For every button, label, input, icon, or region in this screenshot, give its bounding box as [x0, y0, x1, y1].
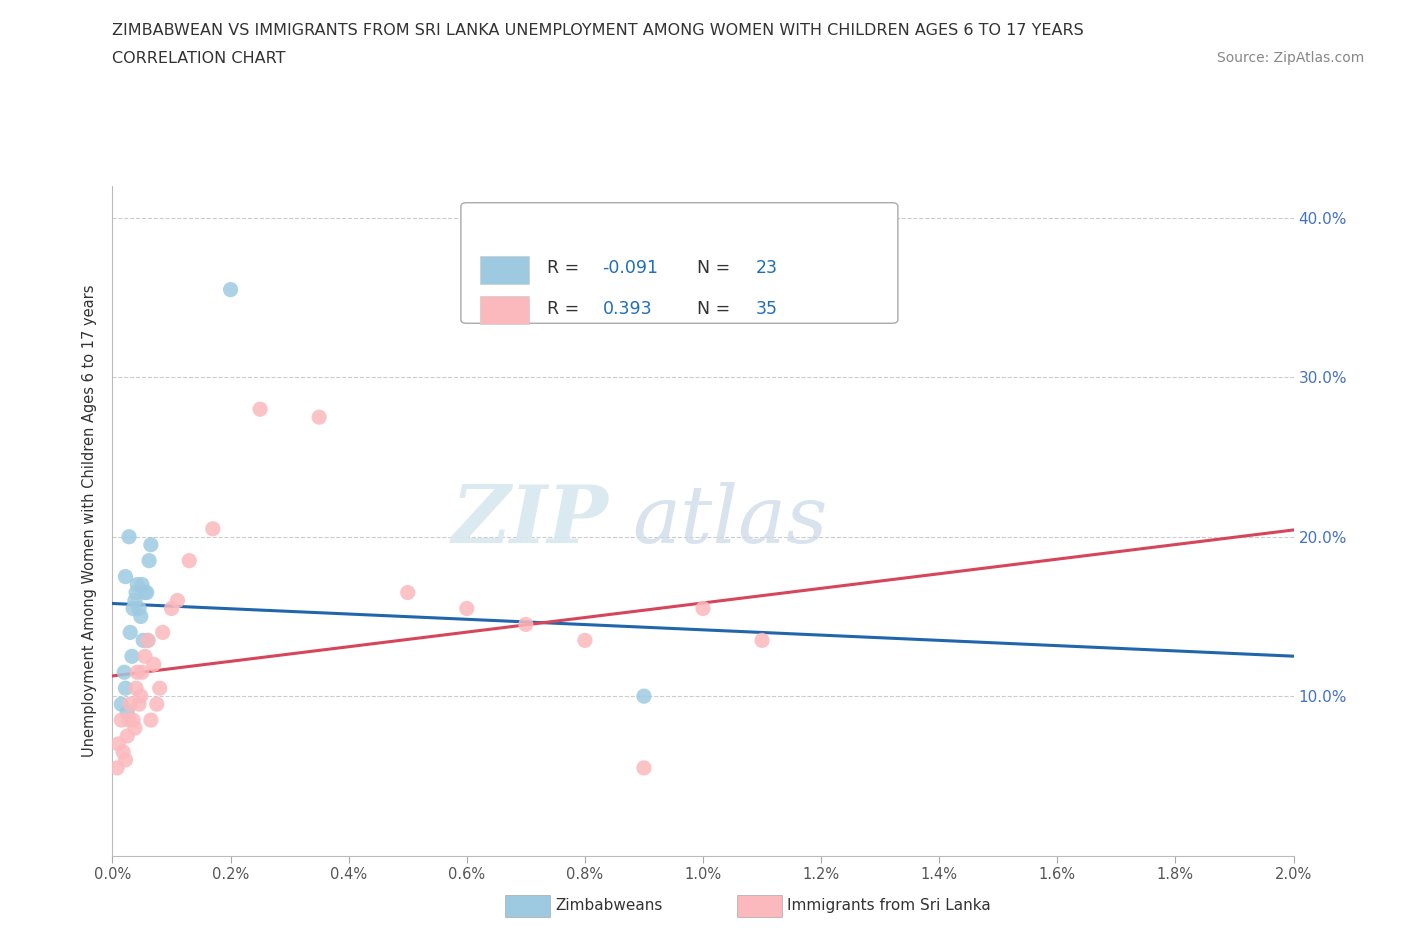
Text: atlas: atlas: [633, 482, 828, 560]
Text: 0.393: 0.393: [603, 299, 652, 317]
Text: -0.091: -0.091: [603, 259, 658, 277]
Point: [201, 522, 224, 537]
Text: 23: 23: [756, 259, 778, 277]
Point: [125, 585, 148, 600]
Point: [152, 625, 174, 640]
Point: [128, 601, 150, 616]
Point: [105, 761, 128, 776]
Point: [308, 410, 330, 425]
Point: [146, 697, 169, 711]
Text: N =: N =: [697, 299, 730, 317]
Text: Source: ZipAtlas.com: Source: ZipAtlas.com: [1216, 51, 1364, 65]
Point: [122, 601, 145, 616]
Point: [515, 617, 537, 631]
Point: [132, 633, 155, 648]
Point: [574, 633, 596, 648]
Point: [124, 593, 146, 608]
Point: [124, 721, 146, 736]
Point: [118, 529, 141, 544]
Point: [127, 578, 149, 592]
Point: [166, 593, 188, 608]
Point: [134, 585, 156, 600]
Point: [125, 681, 148, 696]
Point: [142, 657, 165, 671]
Point: [136, 633, 159, 648]
Text: R =: R =: [547, 259, 579, 277]
Text: N =: N =: [697, 259, 730, 277]
Point: [110, 712, 132, 727]
Point: [692, 601, 714, 616]
Point: [121, 649, 143, 664]
Point: [117, 705, 138, 720]
Point: [122, 712, 145, 727]
FancyBboxPatch shape: [479, 296, 530, 324]
Text: Immigrants from Sri Lanka: Immigrants from Sri Lanka: [787, 898, 991, 913]
Text: ZIMBABWEAN VS IMMIGRANTS FROM SRI LANKA UNEMPLOYMENT AMONG WOMEN WITH CHILDREN A: ZIMBABWEAN VS IMMIGRANTS FROM SRI LANKA …: [112, 23, 1084, 38]
Point: [179, 553, 201, 568]
FancyBboxPatch shape: [461, 203, 898, 324]
Text: ZIP: ZIP: [451, 482, 609, 560]
Point: [128, 697, 150, 711]
Point: [160, 601, 183, 616]
Point: [131, 665, 153, 680]
Point: [149, 681, 172, 696]
Point: [139, 538, 162, 552]
Text: R =: R =: [547, 299, 579, 317]
Point: [138, 553, 160, 568]
Point: [114, 752, 136, 767]
Point: [134, 649, 156, 664]
Point: [112, 665, 135, 680]
Point: [129, 689, 152, 704]
Point: [396, 585, 419, 600]
Point: [107, 737, 129, 751]
Point: [127, 665, 149, 680]
Point: [110, 697, 132, 711]
Point: [135, 585, 157, 600]
Point: [751, 633, 773, 648]
Point: [120, 697, 142, 711]
Point: [219, 282, 242, 297]
Point: [117, 728, 138, 743]
FancyBboxPatch shape: [479, 256, 530, 284]
Point: [129, 609, 152, 624]
Point: [139, 712, 162, 727]
Text: Zimbabweans: Zimbabweans: [555, 898, 662, 913]
Point: [131, 578, 153, 592]
Point: [114, 569, 136, 584]
Point: [633, 761, 655, 776]
Text: CORRELATION CHART: CORRELATION CHART: [112, 51, 285, 66]
Point: [112, 745, 135, 760]
Y-axis label: Unemployment Among Women with Children Ages 6 to 17 years: Unemployment Among Women with Children A…: [82, 285, 97, 757]
Point: [633, 689, 655, 704]
Point: [136, 633, 159, 648]
Text: 35: 35: [756, 299, 778, 317]
Point: [120, 625, 142, 640]
Point: [118, 712, 141, 727]
Point: [456, 601, 478, 616]
Point: [114, 681, 136, 696]
Point: [249, 402, 271, 417]
